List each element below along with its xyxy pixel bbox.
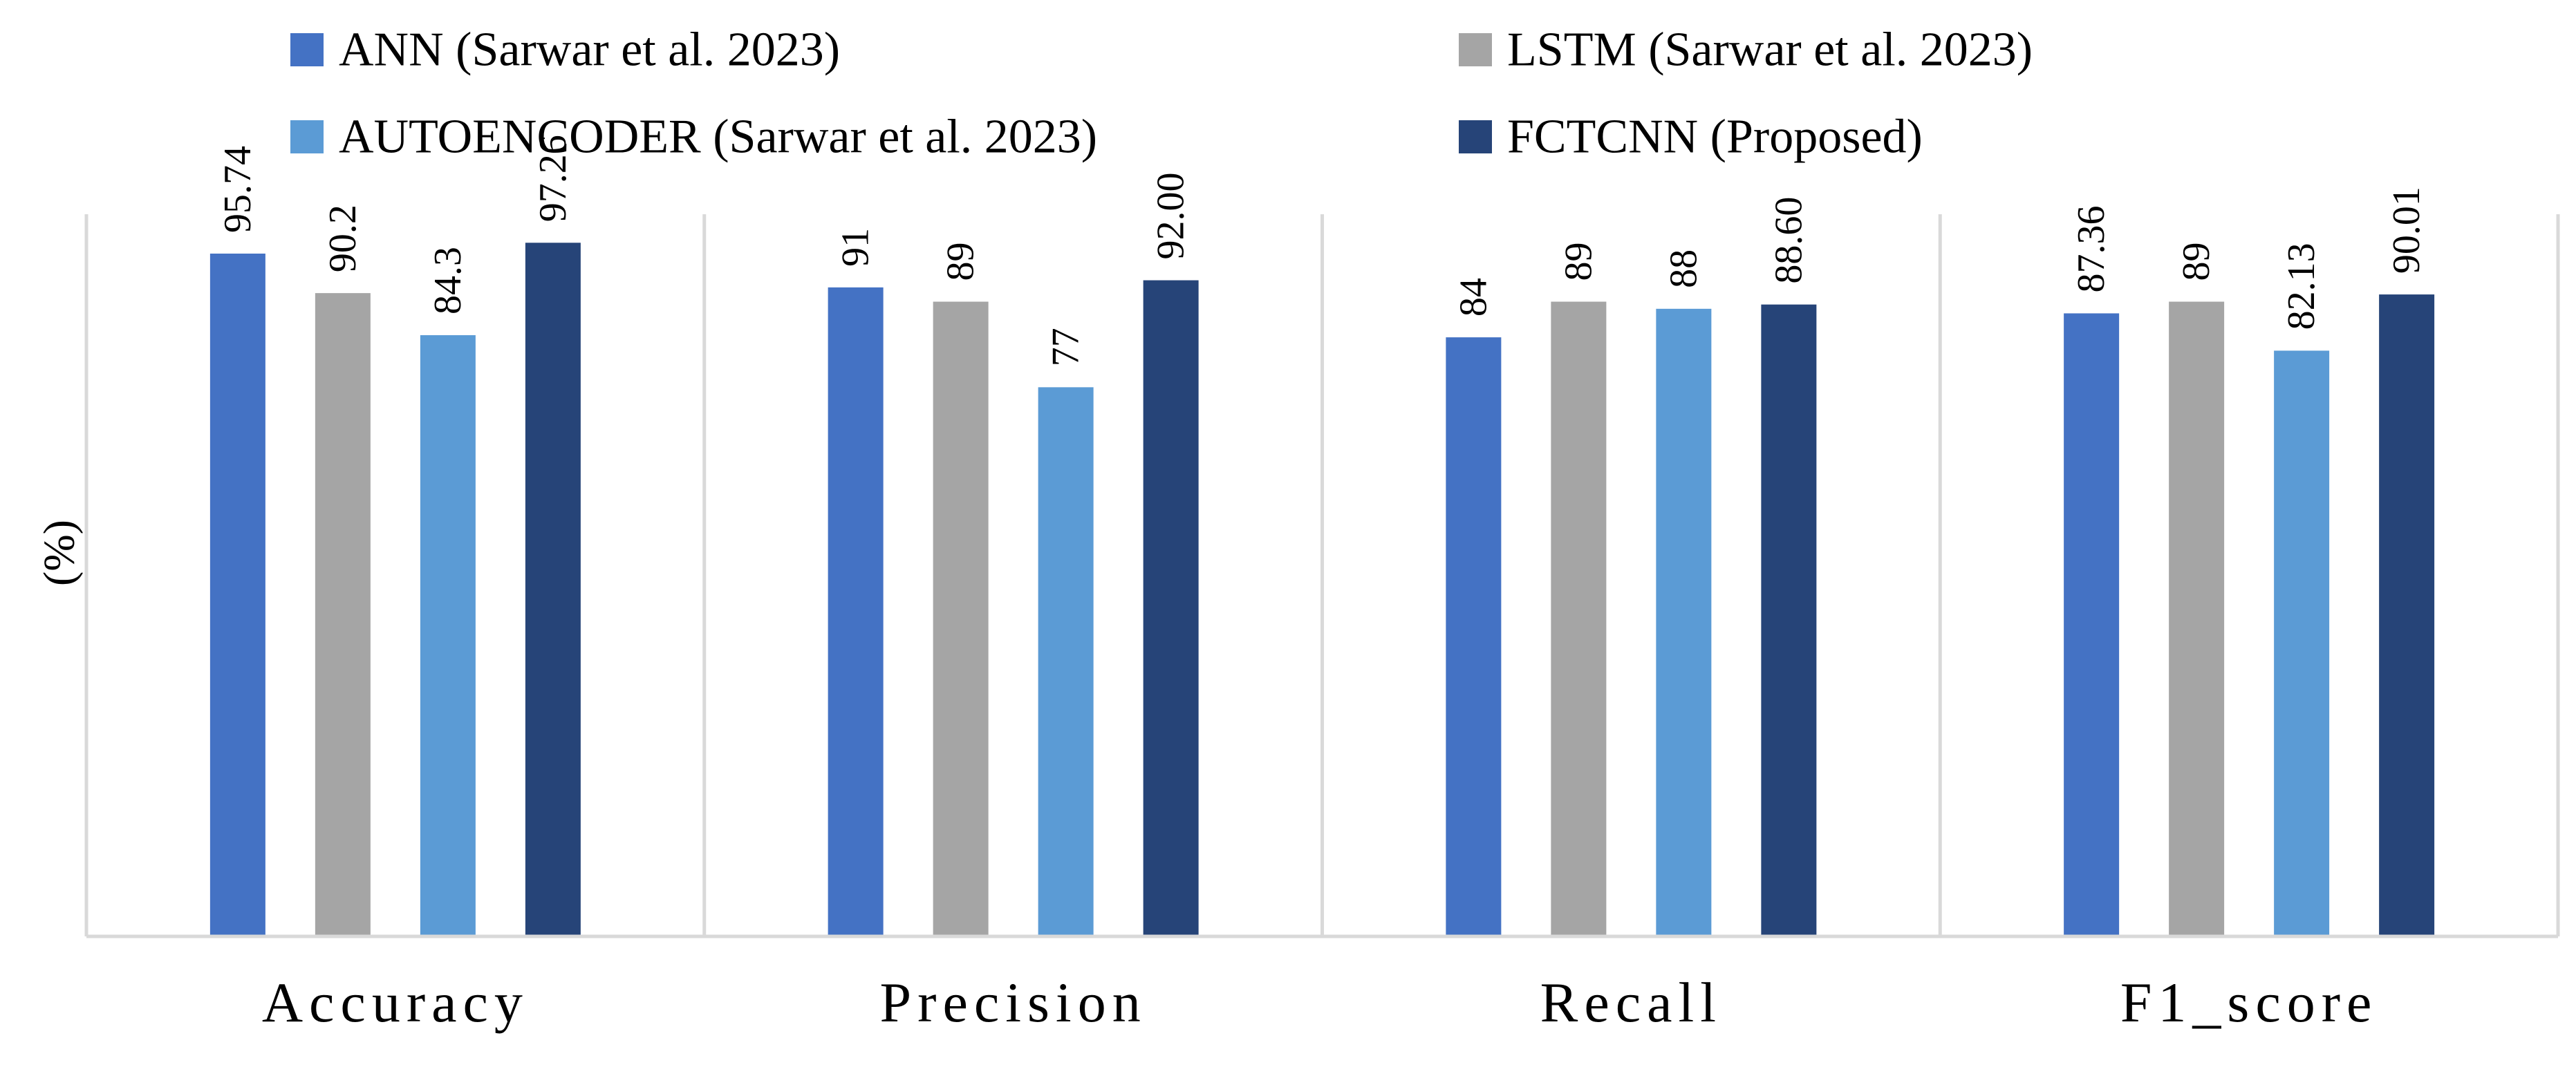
bar-precision-ann [828,287,884,936]
bars [209,243,2435,937]
data-label-f1-score-autoencoder: 82.13 [2280,243,2323,330]
bar-f1-score-autoencoder [2274,350,2330,936]
category-separators [84,214,2560,936]
bar-f1-score-lstm [2169,301,2225,936]
category-label-accuracy: Accuracy [262,971,529,1034]
data-label-recall-ann: 84 [1452,278,1495,317]
legend-item-fctcnn-proposed: FCTCNN (Proposed) [1459,111,1923,164]
bar-recall-fctcnn [1761,304,1817,936]
bar-precision-lstm [933,301,989,936]
category-label-f1-score: F1_score [2120,971,2378,1034]
bar-precision-fctcnn [1143,280,1199,936]
bar-accuracy-autoencoder [420,335,476,936]
data-label-accuracy-ann: 95.74 [216,146,259,233]
legend-item-ann-sarwar-et-al-2023: ANN (Sarwar et al. 2023) [290,23,840,77]
category-label-recall: Recall [1540,971,1722,1034]
bar-accuracy-lstm [315,293,371,936]
legend-label: FCTCNN (Proposed) [1507,111,1923,164]
legend-label: AUTOENCODER (Sarwar et al. 2023) [339,111,1097,164]
data-labels: 95.74 90.2 84.3 97.26 91 89 77 92.00 84 89 88 88.60… [216,135,2428,366]
bar-f1-score-fctcnn [2379,294,2435,936]
data-label-accuracy-lstm: 90.2 [321,205,364,272]
legend-swatch [1459,120,1492,153]
data-label-precision-autoencoder: 77 [1045,328,1088,366]
data-label-precision-lstm: 89 [940,243,982,281]
data-label-precision-ann: 91 [834,228,877,267]
data-label-accuracy-autoencoder: 84.3 [427,247,469,314]
bar-accuracy-fctcnn [525,243,581,936]
bar-recall-lstm [1551,301,1607,936]
data-label-f1-score-fctcnn: 90.01 [2385,187,2428,274]
legend: ANN (Sarwar et al. 2023) LSTM (Sarwar et … [290,23,2033,164]
legend-label: LSTM (Sarwar et al. 2023) [1507,23,2033,77]
bar-f1-score-ann [2064,313,2120,936]
category-labels: Accuracy Precision Recall F1_score [262,971,2378,1034]
data-label-f1-score-ann: 87.36 [2070,205,2113,292]
category-label-precision: Precision [880,971,1147,1034]
legend-item-autoencoder-sarwar-et-al-2023: AUTOENCODER (Sarwar et al. 2023) [290,111,1097,164]
legend-swatch [290,120,324,153]
data-label-precision-fctcnn: 92.00 [1150,173,1193,260]
bar-accuracy-ann [209,253,265,936]
data-label-accuracy-fctcnn: 97.26 [532,135,575,222]
bar-recall-autoencoder [1656,308,1712,937]
legend-swatch [1459,33,1492,66]
bar-recall-ann [1446,337,1502,936]
data-label-recall-fctcnn: 88.60 [1767,197,1810,284]
data-label-recall-lstm: 89 [1557,243,1600,281]
data-label-recall-autoencoder: 88 [1662,249,1705,288]
data-label-f1-score-lstm: 89 [2175,243,2218,281]
legend-label: ANN (Sarwar et al. 2023) [339,23,840,77]
bar-precision-autoencoder [1038,387,1094,936]
legend-swatch [290,33,324,66]
y-axis-label: (%) [35,520,84,586]
legend-item-lstm-sarwar-et-al-2023: LSTM (Sarwar et al. 2023) [1459,23,2033,77]
